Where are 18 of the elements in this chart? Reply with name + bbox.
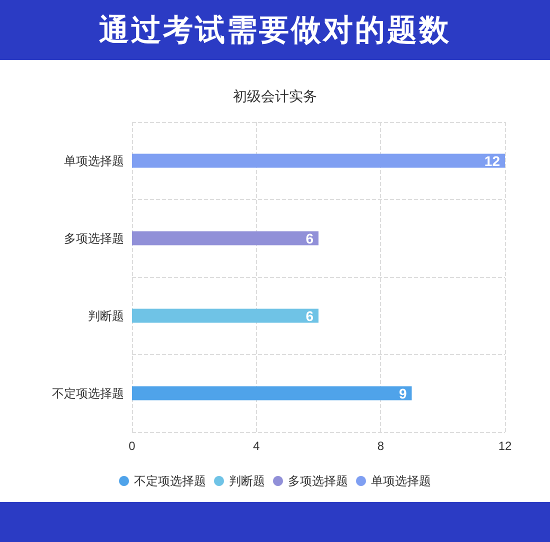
x-tick-label: 0: [128, 439, 136, 453]
data-label: 6: [306, 308, 314, 324]
data-label: 9: [398, 385, 407, 402]
y-tick-label: 多项选择题: [64, 231, 124, 246]
legend-label: 不定项选择题: [134, 474, 206, 488]
chart-title: 通过考试需要做对的题数: [0, 0, 550, 60]
y-tick-label: 判断题: [88, 308, 124, 323]
legend-label: 多项选择题: [288, 474, 348, 488]
data-label: 6: [306, 230, 314, 246]
chart-subtitle: 初级会计实务: [233, 88, 317, 104]
x-tick-label: 12: [498, 439, 512, 453]
data-label: 12: [484, 152, 500, 169]
y-tick-label: 单项选择题: [64, 154, 124, 168]
legend-label: 单项选择题: [371, 474, 431, 488]
x-tick-label: 8: [377, 439, 384, 453]
y-tick-label: 不定项选择题: [52, 386, 124, 400]
legend-label: 判断题: [229, 474, 265, 488]
x-tick-label: 4: [252, 439, 260, 453]
